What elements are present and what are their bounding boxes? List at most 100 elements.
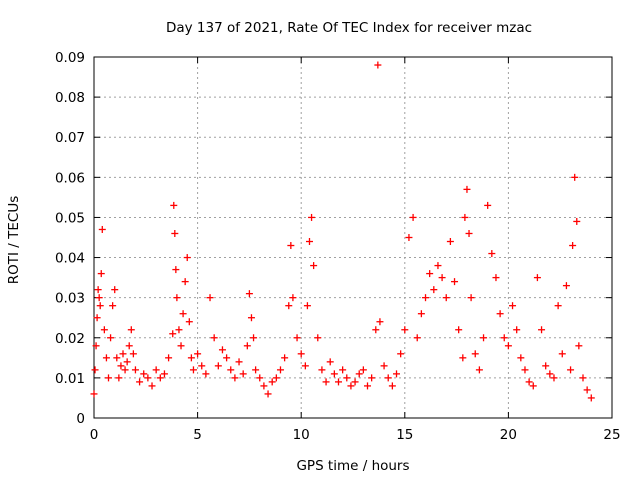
data-point: [264, 390, 272, 398]
data-point: [206, 294, 214, 302]
data-point: [463, 185, 471, 193]
data-point: [297, 350, 305, 358]
data-point: [384, 374, 392, 382]
data-point: [368, 374, 376, 382]
data-point: [231, 374, 239, 382]
x-tick-label: 0: [90, 427, 99, 443]
data-point: [401, 326, 409, 334]
x-tick-labels: 0 5 10 15 20 25: [90, 427, 621, 443]
y-axis-label: ROTI / TECUs: [6, 196, 22, 284]
x-tick-label: 10: [293, 427, 310, 443]
data-point: [165, 354, 173, 362]
data-point: [268, 378, 276, 386]
data-point: [573, 217, 581, 225]
x-tick-label: 25: [603, 427, 620, 443]
data-point: [461, 213, 469, 221]
data-point: [171, 229, 179, 237]
data-point: [170, 201, 178, 209]
data-point: [250, 334, 258, 342]
data-point: [94, 286, 102, 294]
data-point: [177, 342, 185, 350]
data-point: [140, 370, 148, 378]
data-point: [471, 350, 479, 358]
data-point: [422, 294, 430, 302]
data-point: [380, 362, 388, 370]
data-point: [194, 350, 202, 358]
data-point: [529, 382, 537, 390]
data-point: [339, 366, 347, 374]
data-point: [517, 354, 525, 362]
data-point: [189, 366, 197, 374]
data-point: [111, 286, 119, 294]
data-point: [583, 386, 591, 394]
data-point: [417, 310, 425, 318]
data-point: [305, 238, 313, 246]
data-point: [575, 342, 583, 350]
data-point: [558, 350, 566, 358]
data-point: [314, 334, 322, 342]
data-point: [148, 382, 156, 390]
data-point: [160, 370, 168, 378]
data-point: [93, 314, 101, 322]
data-point: [293, 334, 301, 342]
data-point: [546, 370, 554, 378]
data-point: [480, 334, 488, 342]
data-point: [430, 286, 438, 294]
data-point: [227, 366, 235, 374]
data-point: [455, 326, 463, 334]
data-point: [121, 366, 129, 374]
data-point: [173, 294, 181, 302]
grid-lines: [94, 57, 612, 418]
data-point: [239, 370, 247, 378]
data-point: [513, 326, 521, 334]
data-point: [413, 334, 421, 342]
data-point: [488, 250, 496, 258]
data-point: [434, 262, 442, 270]
data-point: [409, 213, 417, 221]
data-point: [372, 326, 380, 334]
data-point: [533, 274, 541, 282]
data-point: [202, 370, 210, 378]
data-point: [465, 229, 473, 237]
data-point: [156, 374, 164, 382]
data-point: [587, 394, 595, 402]
data-point: [351, 378, 359, 386]
data-point: [218, 346, 226, 354]
data-point: [129, 350, 137, 358]
data-point: [181, 278, 189, 286]
data-point: [152, 366, 160, 374]
y-tick-label: 0.08: [55, 90, 85, 106]
data-point: [542, 362, 550, 370]
data-point: [442, 294, 450, 302]
data-point: [525, 378, 533, 386]
data-point: [554, 302, 562, 310]
data-point: [127, 326, 135, 334]
data-point: [92, 342, 100, 350]
data-point: [467, 294, 475, 302]
y-tick-label: 0.07: [55, 130, 85, 146]
data-point: [484, 201, 492, 209]
data-point: [252, 366, 260, 374]
data-point: [538, 326, 546, 334]
data-point: [115, 374, 123, 382]
data-point: [97, 270, 105, 278]
y-tick-label: 0.03: [55, 291, 85, 307]
data-point: [276, 366, 284, 374]
data-point: [569, 242, 577, 250]
data-point: [198, 362, 206, 370]
data-point: [388, 382, 396, 390]
data-point: [260, 382, 268, 390]
data-point: [397, 350, 405, 358]
y-tick-label: 0.09: [55, 50, 85, 66]
data-point: [374, 61, 382, 69]
data-point: [376, 318, 384, 326]
y-tick-label: 0.04: [55, 251, 85, 267]
data-point: [509, 302, 517, 310]
data-point: [285, 302, 293, 310]
data-point: [310, 262, 318, 270]
data-point: [96, 302, 104, 310]
x-axis-label: GPS time / hours: [296, 458, 409, 474]
data-point: [109, 302, 117, 310]
y-tick-label: 0.01: [55, 371, 85, 387]
